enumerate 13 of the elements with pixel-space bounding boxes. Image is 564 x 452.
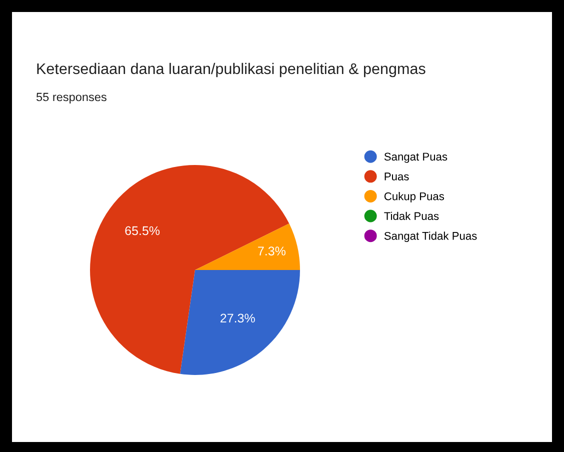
chart-title: Ketersediaan dana luaran/publikasi penelitian & pengmas xyxy=(37,62,426,78)
legend-label: Cukup Puas xyxy=(384,192,444,202)
legend-label: Sangat Tidak Puas xyxy=(384,232,477,242)
legend-label: Sangat Puas xyxy=(384,152,448,163)
legend-label: Tidak Puas xyxy=(384,212,439,220)
pie-slice xyxy=(195,224,300,270)
legend-label: Puas xyxy=(384,172,409,180)
data-label: 7.3% xyxy=(258,246,286,256)
data-label: 65.5% xyxy=(125,226,160,236)
pie-slice xyxy=(180,270,300,375)
chart-subtitle: 55 responses xyxy=(36,92,106,104)
data-label: 27.3% xyxy=(220,314,255,323)
pie-slice xyxy=(90,165,290,374)
